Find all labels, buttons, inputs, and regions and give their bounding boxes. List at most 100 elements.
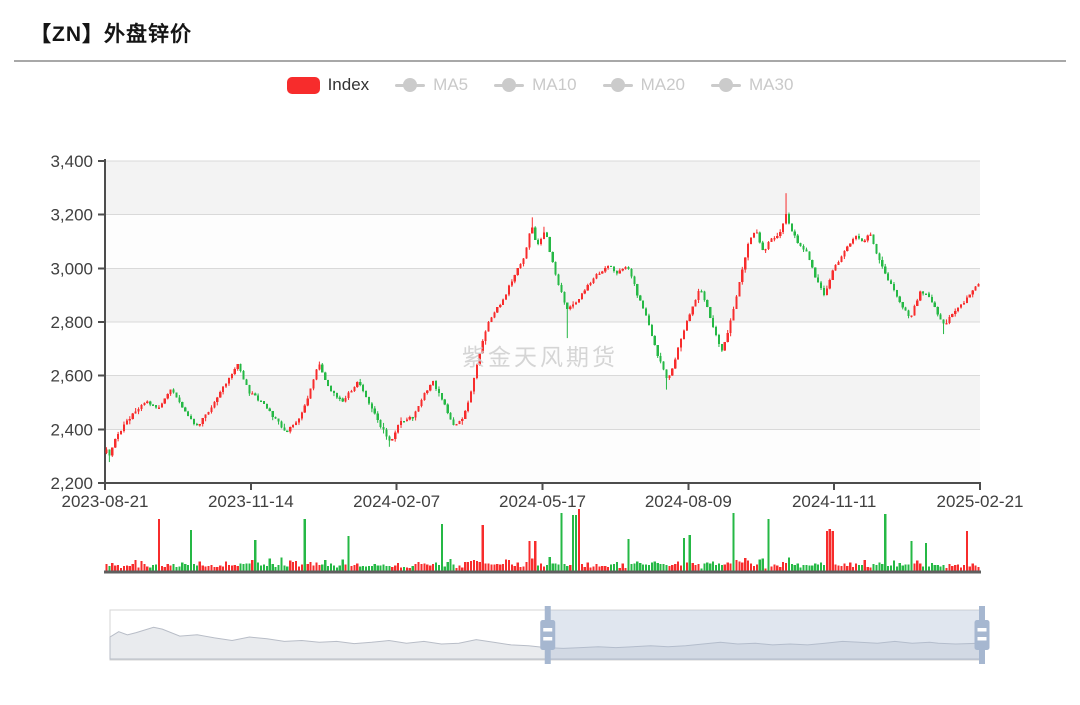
legend-item-ma20[interactable]: MA20 bbox=[602, 75, 685, 95]
candle-body bbox=[189, 415, 193, 420]
candle-body bbox=[957, 307, 960, 311]
candle-body bbox=[639, 295, 642, 301]
volume-bar bbox=[650, 562, 653, 571]
candle-body bbox=[437, 389, 441, 394]
datazoom-left-handle[interactable] bbox=[540, 606, 556, 664]
candle-body bbox=[910, 315, 913, 317]
candle-body bbox=[329, 386, 333, 392]
candle-body bbox=[927, 293, 931, 297]
split-band bbox=[105, 375, 980, 430]
candle-body bbox=[749, 237, 753, 244]
datazoom-right-handle[interactable] bbox=[974, 606, 990, 664]
candle-body bbox=[709, 307, 712, 319]
volume-bar bbox=[930, 562, 933, 571]
line-dot-marker-icon bbox=[710, 78, 741, 92]
datazoom-right-handle-grip-icon[interactable] bbox=[974, 620, 990, 650]
candle-body bbox=[545, 232, 548, 237]
legend-item-ma5[interactable]: MA5 bbox=[395, 75, 468, 95]
volume-bar bbox=[274, 567, 277, 571]
volume-bar bbox=[426, 564, 429, 571]
candle-body bbox=[265, 403, 268, 409]
volume-bar bbox=[965, 531, 968, 571]
candle-body bbox=[574, 302, 578, 305]
volume-bar bbox=[607, 566, 610, 571]
candle-body bbox=[423, 392, 426, 400]
candle-body bbox=[685, 321, 688, 331]
legend-item-ma30[interactable]: MA30 bbox=[710, 75, 793, 95]
volume-bar bbox=[519, 566, 522, 571]
volume-bar bbox=[117, 565, 120, 571]
candle-body bbox=[140, 405, 143, 410]
legend-item-ma10[interactable]: MA10 bbox=[494, 75, 577, 95]
volume-bar bbox=[271, 563, 274, 571]
candle-body bbox=[353, 386, 356, 391]
legend-item-index[interactable]: Index bbox=[286, 75, 369, 95]
candle-body bbox=[933, 302, 936, 307]
volume-bar bbox=[551, 563, 554, 571]
volume-bar bbox=[475, 560, 478, 571]
candle-body bbox=[467, 402, 470, 411]
volume-bar bbox=[782, 561, 785, 571]
candle-body bbox=[580, 293, 583, 300]
volume-bar bbox=[866, 566, 869, 571]
candle-body bbox=[822, 288, 826, 295]
candle-body bbox=[542, 232, 546, 239]
candle-body bbox=[300, 412, 303, 419]
candle-body bbox=[860, 238, 863, 242]
volume-series[interactable] bbox=[104, 509, 981, 574]
candle-body bbox=[163, 398, 166, 404]
candle-body bbox=[332, 391, 336, 394]
candle-body bbox=[219, 392, 222, 398]
candle-body bbox=[283, 427, 286, 431]
volume-bar bbox=[539, 563, 543, 571]
volume-bar bbox=[391, 566, 394, 571]
volume-bar bbox=[292, 561, 295, 571]
volume-bar bbox=[324, 560, 327, 571]
volume-bar bbox=[755, 564, 758, 571]
volume-bar bbox=[799, 567, 802, 571]
volume-bar bbox=[534, 541, 537, 571]
volume-bar bbox=[181, 562, 184, 571]
volume-bar bbox=[764, 568, 767, 571]
volume-bar bbox=[878, 562, 881, 571]
candle-body bbox=[583, 290, 586, 294]
candle-body bbox=[930, 296, 933, 303]
volume-bar bbox=[679, 565, 683, 571]
candle-body bbox=[341, 398, 344, 402]
datazoom-slider[interactable] bbox=[109, 606, 990, 664]
candle-body bbox=[948, 317, 951, 323]
volume-bar bbox=[166, 563, 169, 571]
volume-bar bbox=[822, 565, 826, 571]
candle-body bbox=[315, 369, 318, 380]
volume-bar bbox=[840, 565, 843, 571]
candlestick-series[interactable] bbox=[105, 193, 980, 463]
candle-body bbox=[627, 266, 630, 269]
volume-bar bbox=[828, 529, 831, 571]
candle-body bbox=[971, 290, 974, 295]
volume-bar bbox=[957, 564, 960, 571]
candle-body bbox=[397, 424, 400, 433]
volume-bar bbox=[405, 567, 408, 571]
page-title: 【ZN】外盘锌价 bbox=[30, 23, 192, 46]
candle-body bbox=[869, 234, 872, 237]
candle-body bbox=[292, 424, 295, 428]
volume-bar bbox=[522, 566, 525, 571]
candle-body bbox=[434, 381, 438, 390]
candle-body bbox=[230, 373, 233, 378]
candle-body bbox=[677, 347, 680, 360]
candle-body bbox=[665, 369, 668, 378]
candle-body bbox=[633, 276, 636, 285]
candle-body bbox=[429, 385, 432, 391]
datazoom-left-handle-grip-icon[interactable] bbox=[540, 620, 556, 650]
volume-bar bbox=[379, 565, 382, 571]
volume-bar bbox=[172, 564, 175, 571]
volume-bar bbox=[936, 565, 939, 571]
candle-body bbox=[674, 359, 677, 369]
datazoom-window[interactable] bbox=[547, 610, 982, 660]
candle-body bbox=[857, 235, 861, 239]
volume-bar bbox=[968, 566, 971, 571]
candle-body bbox=[615, 270, 618, 274]
volume-bar bbox=[633, 563, 636, 571]
candle-body bbox=[939, 314, 942, 320]
